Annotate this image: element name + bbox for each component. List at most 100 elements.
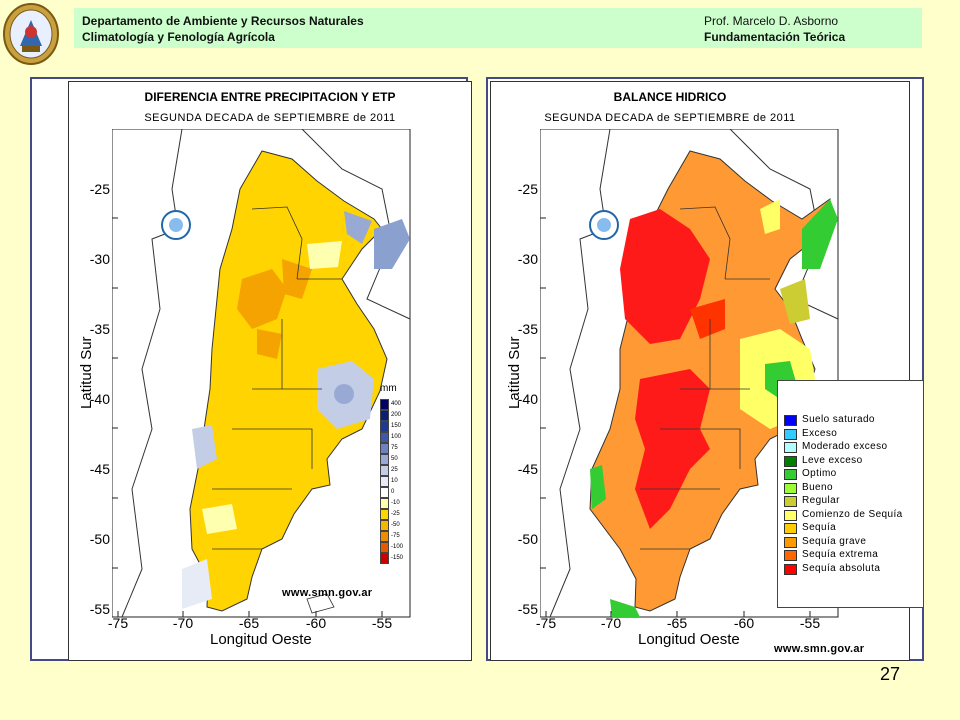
legend-label: Sequía grave	[802, 535, 867, 547]
x-tick-label: -60	[733, 615, 755, 631]
header-bar: Departamento de Ambiente y Recursos Natu…	[74, 8, 922, 48]
precip-etp-map-panel: DIFERENCIA ENTRE PRECIPITACION Y ETP SEG…	[30, 77, 472, 661]
legend-swatch	[784, 523, 797, 534]
legend-label: Sequía	[802, 522, 837, 533]
y-tick-label: -40	[517, 391, 538, 407]
y-tick-label: -45	[89, 461, 110, 477]
department-name: Departamento de Ambiente y Recursos Natu…	[82, 14, 364, 28]
legend-swatch	[380, 487, 389, 498]
legend-label: -100	[391, 544, 404, 550]
legend-swatch	[784, 428, 797, 440]
legend-label: 10	[391, 478, 398, 484]
page-number: 27	[880, 664, 901, 684]
map-subtitle: SEGUNDA DECADA de SEPTIEMBRE de 2011	[544, 112, 796, 124]
legend-swatch	[784, 455, 797, 467]
y-tick-label: -35	[517, 321, 538, 337]
map-subtitle: SEGUNDA DECADA de SEPTIEMBRE de 2011	[144, 112, 396, 124]
map-title: BALANCE HIDRICO	[613, 90, 727, 104]
legend-swatch	[380, 421, 389, 432]
legend-swatch	[784, 509, 797, 521]
x-tick-label: -70	[172, 615, 194, 631]
legend-label: Suelo saturado	[802, 414, 875, 425]
legend-label: Bueno	[802, 481, 833, 493]
legend-swatch	[784, 563, 797, 575]
y-tick-label: -35	[89, 321, 110, 337]
legend-swatch	[784, 442, 797, 453]
legend-swatch	[784, 496, 797, 507]
x-tick-label: -75	[535, 615, 557, 631]
legend-label: Leve exceso	[802, 454, 863, 466]
professor-name: Prof. Marcelo D. Asborno	[704, 14, 839, 28]
legend-label: 25	[391, 467, 398, 473]
x-tick-label: -60	[305, 615, 327, 631]
water-balance-map	[540, 129, 839, 618]
y-tick-label: -50	[89, 531, 110, 547]
university-seal-logo	[2, 2, 60, 66]
legend-swatch	[784, 469, 797, 480]
precip-etp-map	[112, 129, 411, 618]
legend-swatch	[380, 542, 389, 553]
x-axis-label: Longitud Oeste	[638, 631, 740, 648]
y-tick-label: -55	[517, 601, 538, 617]
legend-swatch	[380, 443, 389, 454]
y-tick-label: -30	[89, 251, 110, 267]
x-axis-label: Longitud Oeste	[210, 631, 312, 648]
legend-label: 200	[391, 412, 402, 418]
x-tick-label: -65	[666, 615, 688, 631]
legend-swatch	[784, 482, 797, 494]
legend-swatch	[380, 531, 389, 542]
y-axis-label: Latitud Sur	[506, 336, 523, 409]
legend-label: 0	[391, 489, 395, 495]
legend-label: 100	[391, 434, 402, 440]
legend-label: 50	[391, 456, 398, 462]
x-tick-label: -75	[107, 615, 129, 631]
smn-credit: www.smn.gov.ar	[282, 587, 373, 599]
y-tick-label: -25	[89, 181, 110, 197]
legend-swatch	[380, 399, 389, 410]
water-balance-legend: Suelo saturado Exceso Moderado exceso Leve …	[777, 380, 924, 608]
legend-swatch	[784, 536, 797, 548]
legend-label: 75	[391, 445, 398, 451]
legend-label: -150	[391, 555, 404, 561]
legend-label: -10	[391, 500, 400, 506]
legend-label: Moderado exceso	[802, 441, 888, 452]
legend-swatch	[380, 476, 389, 487]
legend-swatch	[784, 415, 797, 426]
x-tick-label: -65	[238, 615, 260, 631]
x-tick-label: -55	[799, 615, 821, 631]
y-tick-label: -45	[517, 461, 538, 477]
y-tick-label: -30	[517, 251, 538, 267]
legend-swatch	[380, 498, 389, 509]
legend-swatch	[380, 553, 389, 564]
smn-credit: www.smn.gov.ar	[774, 643, 865, 655]
x-tick-label: -70	[600, 615, 622, 631]
y-tick-label: -50	[517, 531, 538, 547]
legend-swatch	[784, 550, 797, 561]
map-title: DIFERENCIA ENTRE PRECIPITACION Y ETP	[144, 90, 396, 104]
legend-label: Optimo	[802, 468, 837, 479]
legend-label: Sequía extrema	[802, 549, 879, 560]
legend-label: 150	[391, 423, 402, 429]
y-axis-label: Latitud Sur	[78, 336, 95, 409]
x-tick-label: -55	[371, 615, 393, 631]
legend-label: 400	[391, 401, 402, 407]
legend-swatch	[380, 454, 389, 465]
legend-unit: mm	[380, 383, 397, 394]
y-tick-label: -55	[89, 601, 110, 617]
course-name: Climatología y Fenología Agrícola	[82, 30, 275, 44]
legend-label: -50	[391, 522, 400, 528]
legend-label: -25	[391, 511, 400, 517]
legend-swatch	[380, 509, 389, 520]
legend-label: Comienzo de Sequía	[802, 508, 903, 520]
legend-label: Sequía absoluta	[802, 562, 881, 574]
legend-label: Exceso	[802, 427, 838, 439]
legend-label: -75	[391, 533, 400, 539]
legend-label: Regular	[802, 495, 840, 506]
section-title: Fundamentación Teórica	[704, 30, 846, 44]
legend-swatch	[380, 465, 389, 476]
legend-swatch	[380, 410, 389, 421]
y-tick-label: -25	[517, 181, 538, 197]
legend-swatch	[380, 432, 389, 443]
legend-swatch	[380, 520, 389, 531]
y-tick-label: -40	[89, 391, 110, 407]
